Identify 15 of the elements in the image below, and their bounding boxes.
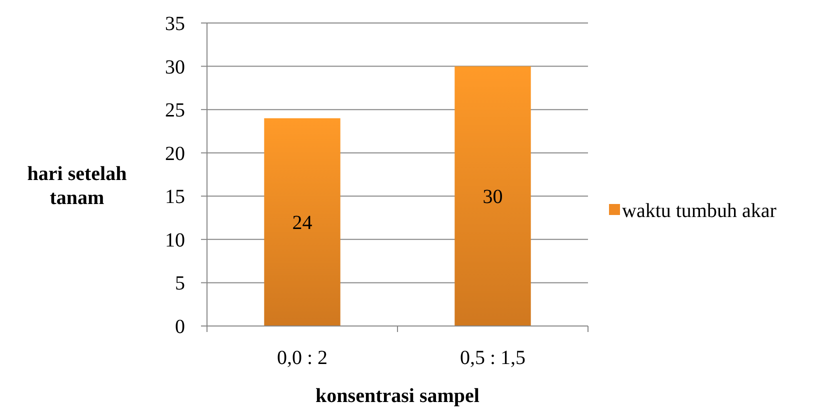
y-tick-label: 20 — [165, 142, 185, 165]
y-tick-label: 0 — [175, 316, 185, 338]
y-tick-label: 30 — [165, 56, 185, 78]
y-tick-label: 15 — [165, 186, 185, 208]
y-tick-label: 25 — [165, 100, 185, 122]
x-tick-label: 0,0 : 2 — [276, 347, 328, 369]
x-tick-label: 0,5 : 1,5 — [460, 347, 526, 369]
y-tick-label: 10 — [165, 229, 185, 252]
y-tick-label: 5 — [175, 272, 185, 295]
y-axis-title: hari setelah tanam — [27, 163, 127, 209]
legend-label: waktu tumbuh akar — [622, 200, 777, 222]
x-axis-title: konsentrasi sampel — [316, 385, 480, 407]
data-label: 30 — [482, 186, 503, 208]
y-tick-label: 35 — [165, 13, 185, 35]
data-label: 24 — [292, 212, 312, 234]
